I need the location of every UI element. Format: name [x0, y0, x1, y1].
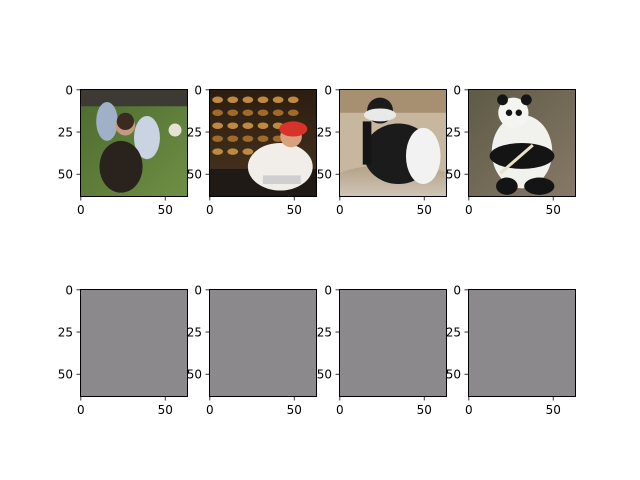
- blank-image: [339, 289, 447, 397]
- x-tick-label: 50: [158, 203, 173, 217]
- y-tick-label: 0: [453, 283, 461, 297]
- x-tick-label: 50: [287, 203, 302, 217]
- y-tick-label: 25: [446, 126, 461, 140]
- x-tick-label: 0: [77, 403, 85, 417]
- y-tick-label: 25: [317, 126, 332, 140]
- y-tick-label: 0: [324, 283, 332, 297]
- y-tick-label: 0: [453, 83, 461, 97]
- x-tick-label: 50: [546, 403, 561, 417]
- x-tick-label: 0: [336, 203, 344, 217]
- x-tick-label: 50: [417, 403, 432, 417]
- subplot-r1-c0: 0 50 0 25 50: [58, 283, 188, 417]
- x-tick-label: 0: [77, 203, 85, 217]
- y-tick-label: 25: [187, 126, 202, 140]
- axes-frame: [209, 89, 317, 197]
- x-tick-label: 50: [417, 203, 432, 217]
- y-tick-label: 50: [446, 168, 461, 182]
- subplot-r0-c2: 0 50 0 25 50: [317, 83, 447, 217]
- x-tick-label: 0: [206, 403, 214, 417]
- y-tick-label: 0: [324, 83, 332, 97]
- y-tick-label: 25: [446, 326, 461, 340]
- blank-image: [209, 289, 317, 397]
- x-tick-label: 50: [546, 203, 561, 217]
- y-tick-label: 50: [187, 368, 202, 382]
- x-tick-label: 0: [465, 403, 473, 417]
- y-tick-label: 25: [58, 126, 73, 140]
- axes-frame: [339, 89, 447, 197]
- y-tick-label: 25: [317, 326, 332, 340]
- axes-frame: [468, 289, 576, 397]
- axes-frame: [209, 289, 317, 397]
- subplot-r1-c1: 0 50 0 25 50: [187, 283, 317, 417]
- y-tick-label: 50: [446, 368, 461, 382]
- y-tick-label: 0: [194, 283, 202, 297]
- y-tick-label: 25: [187, 326, 202, 340]
- x-tick-label: 0: [336, 403, 344, 417]
- x-tick-label: 50: [158, 403, 173, 417]
- blank-image: [468, 289, 576, 397]
- y-tick-label: 50: [58, 168, 73, 182]
- axes-frame: [80, 89, 188, 197]
- axes-frame: [468, 89, 576, 197]
- subplot-r1-c2: 0 50 0 25 50: [317, 283, 447, 417]
- blank-image: [80, 289, 188, 397]
- axes-frame: [339, 289, 447, 397]
- image-thumbnail: [339, 89, 447, 197]
- axes-frame: [80, 289, 188, 397]
- y-tick-label: 0: [65, 283, 73, 297]
- subplot-r1-c3: 0 50 0 25 50: [446, 283, 576, 417]
- y-tick-label: 0: [194, 83, 202, 97]
- y-tick-label: 25: [58, 326, 73, 340]
- y-tick-label: 50: [317, 168, 332, 182]
- subplot-r0-c0: 0 50 0 25 50: [58, 83, 188, 217]
- y-tick-label: 50: [187, 168, 202, 182]
- x-tick-label: 0: [465, 203, 473, 217]
- image-thumbnail: [80, 89, 188, 197]
- subplot-r0-c3: 0 50 0 25 50: [446, 83, 576, 217]
- subplot-r0-c1: 0 50 0 25 50: [187, 83, 317, 217]
- y-tick-label: 50: [317, 368, 332, 382]
- x-tick-label: 0: [206, 203, 214, 217]
- y-tick-label: 0: [65, 83, 73, 97]
- image-thumbnail: [468, 89, 576, 197]
- image-thumbnail: [209, 89, 317, 197]
- x-tick-label: 50: [287, 403, 302, 417]
- y-tick-label: 50: [58, 368, 73, 382]
